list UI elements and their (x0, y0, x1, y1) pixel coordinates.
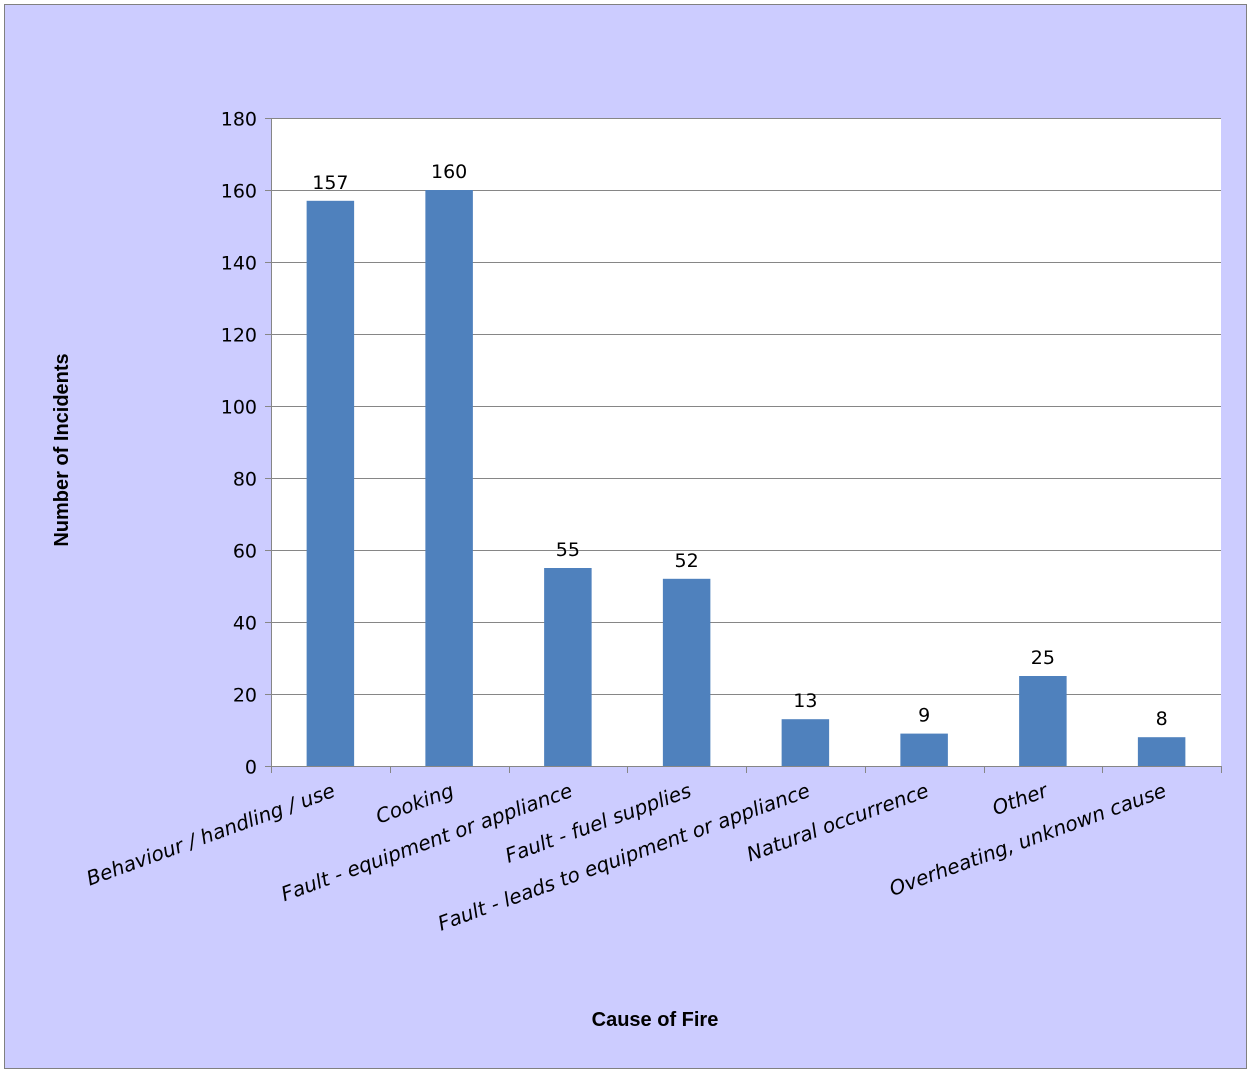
data-label: 25 (1031, 647, 1055, 669)
y-axis-title: Number of Incidents (51, 353, 73, 546)
data-label: 9 (918, 705, 930, 727)
bar (544, 568, 592, 766)
y-tick-label: 80 (233, 469, 257, 491)
bar (662, 578, 711, 766)
y-tick-label: 20 (233, 685, 257, 707)
plot-area (271, 118, 1221, 766)
data-label: 52 (675, 550, 699, 572)
y-tick-label: 140 (221, 253, 257, 275)
bar (900, 733, 948, 766)
y-tick-label: 60 (233, 541, 257, 563)
bar (1137, 737, 1186, 766)
bar (1019, 676, 1067, 766)
data-label: 13 (793, 690, 817, 712)
y-tick-label: 120 (221, 325, 257, 347)
data-label: 160 (431, 161, 467, 183)
axes (265, 118, 1222, 773)
bar (781, 719, 830, 766)
data-label: 8 (1156, 708, 1168, 730)
x-axis-title: Cause of Fire (592, 1009, 719, 1031)
chart-container: 0 20 40 60 80 100 120 140 160 180 157 Behaviour / h… (4, 4, 1247, 1069)
bars (306, 190, 1186, 767)
data-label: 55 (556, 539, 580, 561)
y-tick-label: 40 (233, 613, 257, 635)
y-tick-label: 0 (245, 757, 257, 779)
bar (425, 190, 473, 766)
y-tick-label: 100 (221, 397, 257, 419)
data-label: 157 (312, 172, 348, 194)
y-tick-label: 160 (221, 181, 257, 203)
bar (306, 200, 355, 767)
y-tick-label: 180 (221, 109, 257, 131)
